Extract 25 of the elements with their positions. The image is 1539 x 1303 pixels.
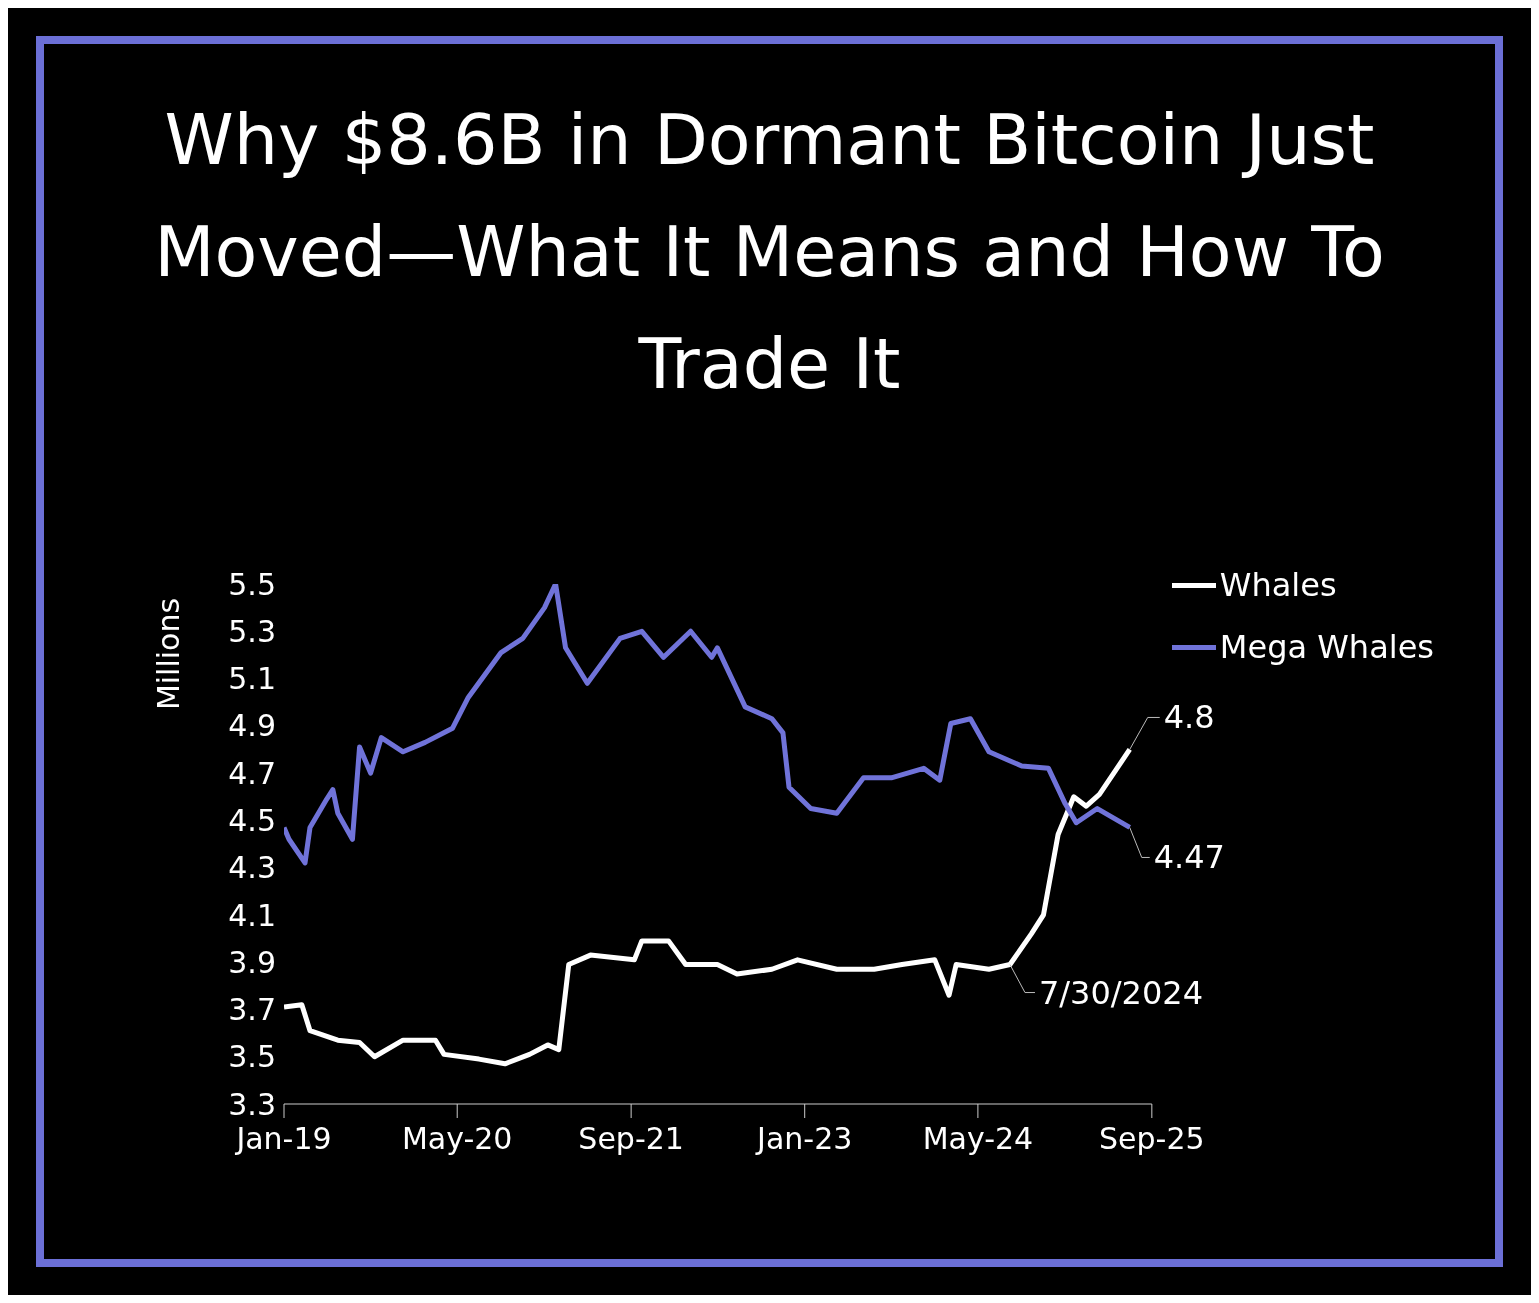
y-axis-title: Millions — [150, 597, 186, 711]
legend-label: Mega Whales — [1219, 628, 1434, 666]
x-tick-label: Sep-21 — [578, 1121, 684, 1157]
y-tick-label: 3.5 — [228, 1039, 276, 1075]
legend-label: Whales — [1219, 566, 1337, 604]
x-tick-label: May-24 — [922, 1121, 1034, 1157]
y-tick-label: 4.3 — [228, 850, 276, 886]
annotation: 4.8 — [1163, 698, 1215, 737]
annotation: 7/30/2024 — [1038, 973, 1204, 1012]
y-tick-label: 4.1 — [228, 897, 276, 933]
y-tick-label: 5.1 — [228, 661, 276, 697]
y-tick-label: 4.9 — [228, 708, 276, 744]
x-tick-label: Jan-23 — [755, 1121, 853, 1157]
y-tick-label: 3.3 — [228, 1086, 276, 1122]
y-tick-label: 3.7 — [228, 992, 276, 1028]
chart-title: Why $8.6B in Dormant Bitcoin Just Moved—What It Means and How To Trade It — [153, 98, 1386, 407]
y-tick-label: 5.5 — [228, 566, 276, 602]
x-tick-label: Jan-19 — [234, 1121, 332, 1157]
annotation: 4.47 — [1153, 838, 1225, 877]
x-tick-label: May-20 — [401, 1121, 513, 1157]
y-tick-label: 5.3 — [228, 613, 276, 649]
y-tick-label: 4.7 — [228, 755, 276, 791]
y-tick-label: 4.5 — [228, 803, 276, 839]
x-tick-label: Sep-25 — [1099, 1121, 1205, 1157]
y-tick-label: 3.9 — [228, 944, 276, 980]
